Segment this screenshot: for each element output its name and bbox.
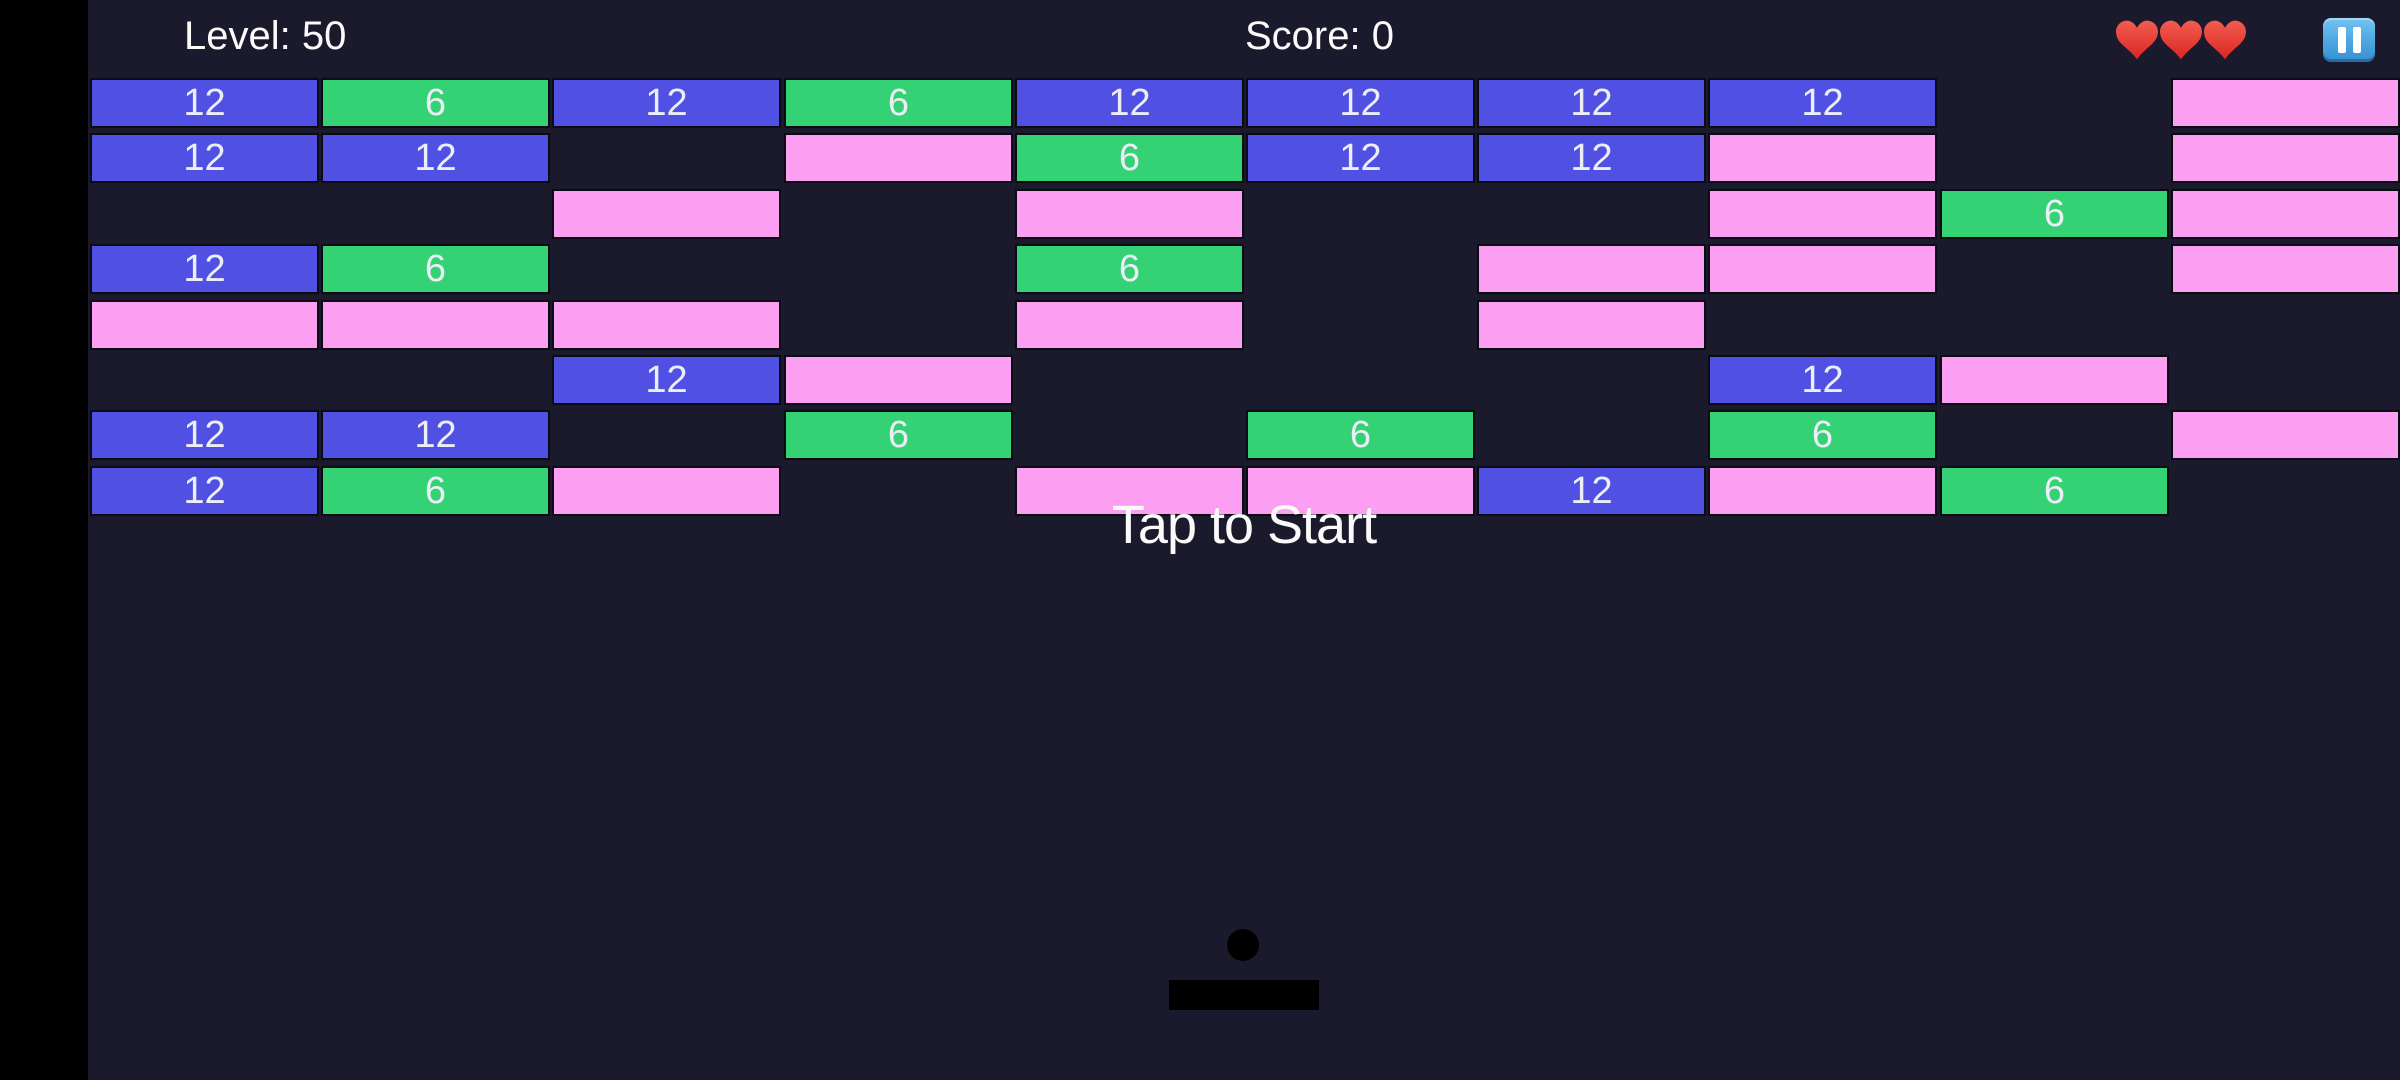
brick-pink [1015,466,1244,516]
brick-pink [1246,466,1475,516]
heart-icon [2160,20,2202,60]
brick-value: 12 [1801,358,1844,401]
brick-value: 12 [183,247,226,290]
brick-value: 6 [1349,413,1372,456]
brick-blue: 12 [90,466,319,516]
brick-value: 6 [424,81,447,124]
brick-value: 6 [424,247,447,290]
heart-icon [2116,20,2158,60]
brick-pink [2171,244,2400,294]
brick-green: 6 [321,244,550,294]
brick-value: 6 [2043,192,2066,235]
brick-pink [2171,189,2400,239]
brick-blue: 12 [90,244,319,294]
paddle[interactable] [1169,980,1319,1010]
brick-value: 12 [1801,81,1844,124]
brick-value: 12 [1339,136,1382,179]
brick-value: 6 [424,469,447,512]
brick-pink [1940,355,2169,405]
brick-green: 6 [1246,410,1475,460]
brick-value: 6 [1811,413,1834,456]
brick-value: 12 [183,413,226,456]
brick-value: 12 [645,81,688,124]
brick-pink [2171,133,2400,183]
brick-blue: 12 [90,78,319,128]
brick-value: 12 [414,413,457,456]
brick-blue: 12 [321,133,550,183]
brick-value: 12 [1570,136,1613,179]
brick-green: 6 [1940,189,2169,239]
brick-pink [2171,78,2400,128]
brick-pink [1708,466,1937,516]
brick-green: 6 [1708,410,1937,460]
brick-value: 12 [645,358,688,401]
pause-button[interactable] [2323,18,2375,62]
brick-blue: 12 [90,410,319,460]
brick-blue: 12 [321,410,550,460]
brick-value: 6 [1118,136,1141,179]
brick-pink [552,466,781,516]
brick-blue: 12 [1477,133,1706,183]
brick-blue: 12 [1477,78,1706,128]
brick-blue: 12 [1246,78,1475,128]
brick-pink [552,189,781,239]
brick-pink [784,355,1013,405]
brick-blue: 12 [90,133,319,183]
brick-value: 6 [2043,469,2066,512]
brick-green: 6 [1015,244,1244,294]
letterbox-bar [0,0,88,1080]
brick-blue: 12 [1246,133,1475,183]
brick-pink [1708,189,1937,239]
brick-blue: 12 [1708,78,1937,128]
pause-icon [2352,27,2361,53]
brick-pink [1015,300,1244,350]
brick-green: 6 [784,78,1013,128]
brick-value: 6 [887,413,910,456]
brick-value: 12 [183,136,226,179]
heart-icon [2204,20,2246,60]
ball [1227,929,1259,961]
lives-indicator [2116,20,2246,60]
pause-icon [2337,27,2346,53]
brick-green: 6 [1940,466,2169,516]
brick-green: 6 [784,410,1013,460]
brick-pink [90,300,319,350]
brick-pink [2171,410,2400,460]
brick-green: 6 [321,466,550,516]
brick-pink [1477,244,1706,294]
tap-to-start-text[interactable]: Tap to Start [1111,495,1377,555]
brick-blue: 12 [1477,466,1706,516]
brick-green: 6 [1015,133,1244,183]
brick-value: 12 [183,81,226,124]
brick-blue: 12 [552,78,781,128]
brick-blue: 12 [1708,355,1937,405]
brick-pink [1477,300,1706,350]
brick-value: 12 [1570,81,1613,124]
brick-pink [321,300,550,350]
brick-green: 6 [321,78,550,128]
brick-value: 12 [414,136,457,179]
brick-pink [1708,244,1937,294]
brick-pink [1015,189,1244,239]
brick-value: 12 [1108,81,1151,124]
brick-pink [1708,133,1937,183]
score-label: Score: 0 [1245,14,1394,58]
brick-value: 12 [1339,81,1382,124]
brick-blue: 12 [552,355,781,405]
brick-value: 12 [1570,469,1613,512]
brick-pink [552,300,781,350]
brick-blue: 12 [1015,78,1244,128]
brick-value: 6 [887,81,910,124]
brick-pink [784,133,1013,183]
brick-value: 6 [1118,247,1141,290]
level-label: Level: 50 [184,14,347,58]
brick-value: 12 [183,469,226,512]
